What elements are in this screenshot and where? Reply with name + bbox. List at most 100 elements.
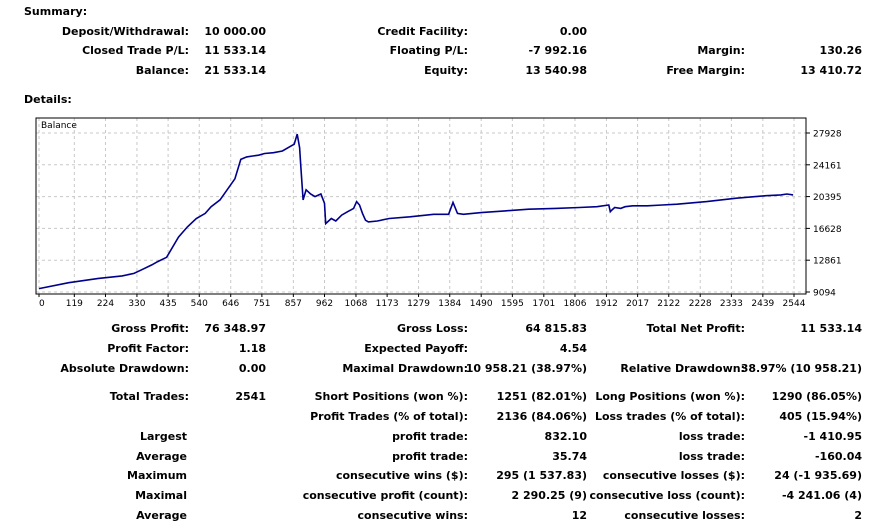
margin-label: Margin: — [697, 44, 745, 57]
average-consecutive-wins-label: consecutive wins: — [357, 509, 468, 522]
relative-drawdown-label: Relative Drawdown: — [620, 362, 745, 375]
free-margin-label: Free Margin: — [666, 64, 745, 77]
net-profit-value: 11 533.14 — [800, 322, 862, 335]
absolute-drawdown-value: 0.00 — [238, 362, 266, 375]
average-consecutive-losses-value: 2 — [854, 509, 862, 522]
max-consecutive-losses-value: 24 (-1 935.69) — [774, 469, 862, 482]
profit-trades-value: 2136 (84.06%) — [496, 410, 587, 423]
x-tick-label: 224 — [97, 299, 114, 309]
long-positions-label: Long Positions (won %): — [595, 390, 745, 403]
balance-label: Balance: — [135, 64, 189, 77]
floating-pl-label: Floating P/L: — [389, 44, 468, 57]
maximal-drawdown-label: Maximal Drawdown: — [342, 362, 468, 375]
x-axis: 0 119 224 330 435 540 646 751 857 962 1068 1173 1279… — [38, 294, 806, 309]
average-consecutive-label: Average — [136, 509, 187, 522]
x-tick-label: 2017 — [626, 299, 649, 309]
max-consecutive-wins-label: consecutive wins ($): — [335, 469, 468, 482]
x-tick-label: 1384 — [438, 299, 461, 309]
average-consecutive-losses-label: consecutive losses: — [624, 509, 745, 522]
average-consecutive-wins-value: 12 — [571, 509, 587, 522]
details-heading: Details: — [24, 93, 72, 106]
x-tick-label: 119 — [66, 299, 83, 309]
total-trades-value: 2541 — [235, 390, 266, 403]
x-tick-label: 857 — [285, 299, 302, 309]
maximal-label: Maximal — [135, 489, 187, 502]
largest-label: Largest — [140, 430, 187, 443]
y-tick-label: 24161 — [813, 161, 842, 171]
x-tick-label: 962 — [316, 299, 333, 309]
x-tick-label: 2333 — [720, 299, 743, 309]
largest-loss-value: -1 410.95 — [803, 430, 863, 443]
profit-factor-label: Profit Factor: — [107, 342, 189, 355]
y-axis: 27928 24161 20395 16628 12861 9094 — [806, 130, 842, 299]
legend-balance: Balance — [41, 121, 77, 131]
deposit-label: Deposit/Withdrawal: — [61, 25, 189, 38]
maximal-consecutive-profit-label: consecutive profit (count): — [302, 489, 468, 502]
x-tick-label: 330 — [128, 299, 145, 309]
profit-factor-value: 1.18 — [238, 342, 266, 355]
y-tick-label: 9094 — [813, 289, 836, 299]
x-tick-label: 540 — [191, 299, 208, 309]
plot-frame — [35, 117, 807, 295]
x-tick-label: 435 — [160, 299, 177, 309]
balance-series-line — [38, 133, 794, 290]
largest-loss-label: loss trade: — [678, 430, 745, 443]
maximal-consecutive-profit-value: 2 290.25 (9) — [511, 489, 587, 502]
floating-pl-value: -7 992.16 — [528, 44, 588, 57]
free-margin-value: 13 410.72 — [800, 64, 862, 77]
average-profit-value: 35.74 — [552, 450, 587, 463]
maximal-consecutive-loss-label: consecutive loss (count): — [589, 489, 745, 502]
credit-label: Credit Facility: — [377, 25, 468, 38]
y-tick-label: 20395 — [813, 193, 842, 203]
average-loss-value: -160.04 — [814, 450, 862, 463]
short-positions-value: 1251 (82.01%) — [496, 390, 587, 403]
deposit-value: 10 000.00 — [204, 25, 266, 38]
margin-value: 130.26 — [819, 44, 862, 57]
average-loss-label: loss trade: — [678, 450, 745, 463]
gross-profit-value: 76 348.97 — [204, 322, 266, 335]
x-tick-label: 2544 — [783, 299, 806, 309]
x-tick-label: 0 — [39, 299, 45, 309]
x-tick-label: 1068 — [345, 299, 368, 309]
relative-drawdown-value: 38.97% (10 958.21) — [740, 362, 862, 375]
gross-loss-value: 64 815.83 — [525, 322, 587, 335]
gross-profit-label: Gross Profit: — [111, 322, 189, 335]
x-tick-label: 1912 — [595, 299, 618, 309]
x-tick-label: 646 — [222, 299, 239, 309]
x-tick-label: 1806 — [564, 299, 587, 309]
x-tick-label: 1173 — [376, 299, 399, 309]
x-tick-label: 2122 — [657, 299, 680, 309]
y-tick-label: 27928 — [813, 130, 842, 140]
equity-value: 13 540.98 — [525, 64, 587, 77]
gross-loss-label: Gross Loss: — [397, 322, 468, 335]
short-positions-label: Short Positions (won %): — [314, 390, 468, 403]
max-consecutive-losses-label: consecutive losses ($): — [602, 469, 745, 482]
loss-trades-label: Loss trades (% of total): — [594, 410, 745, 423]
summary-heading: Summary: — [24, 5, 88, 18]
long-positions-value: 1290 (86.05%) — [771, 390, 862, 403]
x-tick-label: 751 — [253, 299, 270, 309]
closed-pl-label: Closed Trade P/L: — [82, 44, 189, 57]
x-tick-label: 2439 — [751, 299, 774, 309]
maximal-consecutive-loss-value: -4 241.06 (4) — [781, 489, 862, 502]
total-trades-label: Total Trades: — [109, 390, 189, 403]
x-tick-label: 1279 — [407, 299, 430, 309]
balance-value: 21 533.14 — [204, 64, 266, 77]
equity-label: Equity: — [424, 64, 468, 77]
x-tick-label: 2228 — [689, 299, 712, 309]
credit-value: 0.00 — [559, 25, 587, 38]
chart-grid — [36, 118, 806, 294]
x-tick-label: 1595 — [501, 299, 524, 309]
absolute-drawdown-label: Absolute Drawdown: — [60, 362, 189, 375]
maximal-drawdown-value: 10 958.21 (38.97%) — [465, 362, 587, 375]
x-tick-label: 1490 — [470, 299, 493, 309]
expected-payoff-value: 4.54 — [559, 342, 587, 355]
largest-profit-label: profit trade: — [392, 430, 468, 443]
y-tick-label: 12861 — [813, 257, 842, 267]
net-profit-label: Total Net Profit: — [646, 322, 746, 335]
loss-trades-value: 405 (15.94%) — [779, 410, 862, 423]
balance-chart: 27928 24161 20395 16628 12861 9094 0 119 224 330… — [35, 117, 842, 309]
average-label: Average — [136, 450, 187, 463]
maximum-label: Maximum — [127, 469, 187, 482]
y-tick-label: 16628 — [813, 225, 842, 235]
